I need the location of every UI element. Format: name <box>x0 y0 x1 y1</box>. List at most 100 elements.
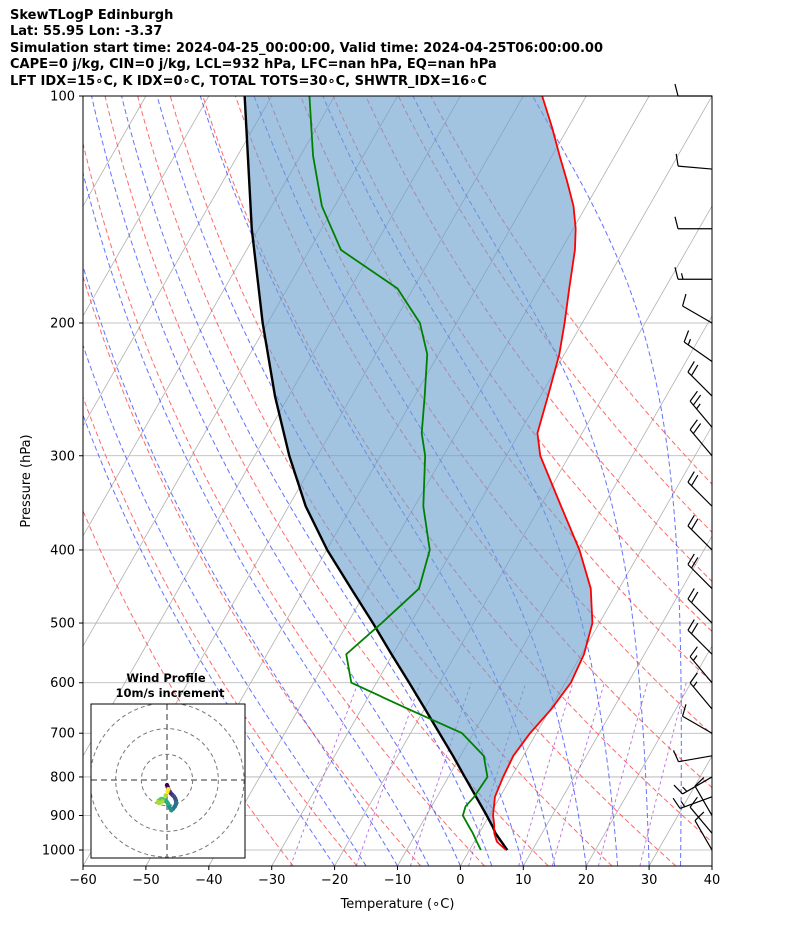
wind-barb-flag <box>673 784 683 795</box>
mixing-ratio-line <box>409 682 472 866</box>
cin-shading <box>244 96 593 842</box>
wind-barb-flag <box>690 518 699 530</box>
wind-barb <box>687 515 713 551</box>
wind-barb-flag <box>687 619 695 631</box>
wind-barb-flag <box>687 553 695 565</box>
wind-barb-half-flag <box>692 655 698 661</box>
title-indices-2: LFT IDX=15∘C, K IDX=0∘C, TOTAL TOTS=30∘C… <box>10 73 487 89</box>
title-indices-1: CAPE=0 j/kg, CIN=0 j/kg, LCL=932 hPa, LF… <box>10 57 497 73</box>
hodograph-subtitle: 10m/s increment <box>116 686 225 700</box>
isotherm-line <box>83 96 273 427</box>
y-tick-label: 100 <box>50 90 75 105</box>
wind-barb <box>687 588 713 624</box>
wind-barb-flag <box>690 364 699 376</box>
wind-barb <box>689 796 713 834</box>
isotherm-line <box>585 645 712 866</box>
wind-barb-flag <box>683 330 690 343</box>
wind-barb-staff <box>678 165 713 170</box>
wind-barb <box>687 553 713 589</box>
wind-barbs <box>672 83 713 851</box>
wind-barb-staff <box>687 629 713 655</box>
wind-barb <box>689 419 713 457</box>
x-tick-label: 10 <box>515 873 532 888</box>
hodograph-title: Wind Profile <box>126 671 206 685</box>
wind-barb-flag <box>690 622 699 635</box>
wind-barb-flag <box>689 419 698 431</box>
hodograph-point <box>166 787 171 792</box>
hodograph-point <box>163 793 168 798</box>
mixing-ratio-line <box>355 682 421 866</box>
y-tick-label: 1000 <box>42 844 75 859</box>
wind-barb-half-flag <box>682 786 688 792</box>
wind-barb-flag <box>690 591 699 603</box>
wind-barb-flag <box>694 811 705 822</box>
title-location: Lat: 55.95 Lon: -3.37 <box>10 24 163 40</box>
dry-adiabat <box>234 96 712 789</box>
wind-barb-flag <box>681 704 687 717</box>
mixing-ratio-line <box>290 682 359 866</box>
wind-barb-staff <box>689 806 713 834</box>
isotherm-line <box>0 96 20 866</box>
x-tick-label: −30 <box>258 873 285 888</box>
y-tick-label: 400 <box>50 543 75 558</box>
moist-adiabat <box>91 96 461 866</box>
wind-barb-flag <box>687 588 695 600</box>
isotherm-line <box>460 425 712 866</box>
wind-barb-staff <box>687 525 713 551</box>
wind-barb-staff <box>682 715 713 734</box>
moist-adiabat <box>83 264 398 866</box>
wind-barb-flag <box>692 394 702 406</box>
moist-adiabat <box>83 343 367 866</box>
axes: Temperature (∘C) Pressure (hPa) −60 −50 −4… <box>19 90 720 913</box>
dry-adiabat <box>83 395 358 866</box>
wind-barb-flag <box>687 471 695 483</box>
wind-barb-flag <box>689 796 698 808</box>
mixing-ratio-line <box>468 682 527 866</box>
y-tick-label: 900 <box>50 809 75 824</box>
x-tick-label: 0 <box>456 873 464 888</box>
x-tick-label: −60 <box>69 873 96 888</box>
hodograph-bg <box>91 704 245 858</box>
isotherm-line <box>522 535 712 866</box>
title-station: SkewTLogP Edinburgh <box>10 8 174 23</box>
parcel-profile-line <box>243 96 509 851</box>
wind-barb-staff <box>682 305 713 324</box>
wind-barb <box>689 646 713 684</box>
wind-barb-staff <box>678 755 713 763</box>
y-tick-label: 300 <box>50 449 75 464</box>
wind-barb-flag <box>672 750 680 762</box>
x-tick-label: 20 <box>578 873 595 888</box>
isotherm-line <box>711 865 712 866</box>
dry-adiabat <box>83 141 485 866</box>
x-tick-label: −40 <box>195 873 222 888</box>
wind-barb-flag <box>689 672 698 684</box>
wind-barb <box>674 216 712 230</box>
wind-barb-flag <box>681 293 687 307</box>
wind-barb-flag <box>692 423 702 434</box>
wind-barb <box>687 619 713 655</box>
wind-barb-staff <box>689 429 713 457</box>
wind-barb-staff <box>682 776 713 795</box>
wind-barb-flag <box>689 646 698 658</box>
wind-barb <box>681 293 713 324</box>
wind-barb-half-flag <box>680 801 686 808</box>
wind-barb-staff <box>694 785 713 816</box>
wind-barb-flag <box>689 390 698 402</box>
wind-barb-staff <box>689 656 713 684</box>
wind-barb-flag <box>675 153 679 167</box>
wind-barb-half-flag <box>680 273 684 280</box>
x-tick-label: −10 <box>384 873 411 888</box>
isotherm-line <box>83 96 210 317</box>
y-axis-label: Pressure (hPa) <box>19 434 34 527</box>
wind-barb-half-flag <box>687 338 692 346</box>
wind-barb-staff <box>689 682 713 710</box>
moist-adiabat <box>83 413 336 866</box>
isotherm-line <box>334 205 712 866</box>
temperature-profile-line <box>492 96 594 851</box>
wind-barb <box>687 361 713 397</box>
wind-barb-staff <box>687 598 713 624</box>
wind-barb-flag <box>694 777 705 787</box>
wind-barb <box>689 390 713 428</box>
dewpoint-profile-line <box>308 96 489 851</box>
